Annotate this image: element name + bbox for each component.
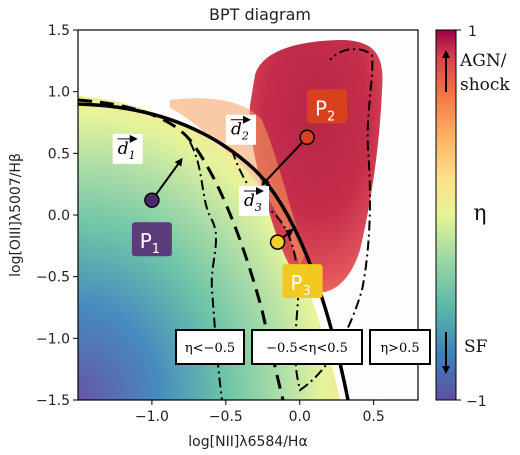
region-box-low: η<−0.5: [185, 341, 235, 356]
point-label: P3: [290, 271, 310, 299]
colorbar-gradient: [435, 29, 457, 401]
colorbar-label: η: [473, 201, 486, 226]
y-tick-label: 0.0: [48, 208, 70, 224]
colorbar-agn-line2: shock: [460, 75, 510, 95]
vector-d2: [261, 136, 308, 186]
point-p1: [144, 192, 160, 208]
colorbar-max: 1: [468, 24, 477, 40]
point-label: P2: [315, 96, 335, 124]
colorbar-agn-line1: AGN/: [459, 51, 507, 71]
point-label-bg: [307, 89, 348, 124]
x-tick-label: −0.5: [209, 409, 243, 425]
colorbar-min: −1: [466, 394, 487, 410]
vector-d1: [151, 157, 183, 201]
dash-dot-contour-agn: [231, 48, 374, 392]
colorbar-sf: SF: [464, 337, 488, 357]
point-p3: [269, 234, 286, 250]
point-label-bg: [282, 264, 323, 299]
x-tick-label: −1.0: [135, 409, 169, 425]
vector-label: d3: [244, 191, 262, 214]
x-axis-label: log[NII]λ6584/Hα: [188, 434, 307, 450]
region-box-mid: −0.5<η<0.5: [266, 341, 348, 356]
vector-label: d2: [231, 120, 249, 143]
y-tick-label: 0.5: [48, 146, 70, 162]
x-tick-label: 0.5: [363, 409, 385, 425]
region-legend: η<−0.5 −0.5<η<0.5 η>0.5: [175, 329, 431, 365]
y-axis-ticks: −1.5 −1.0 −0.5 0.0 0.5 1.0 1.5: [36, 23, 78, 409]
y-tick-label: −1.5: [36, 393, 70, 409]
point-label: P1: [140, 229, 160, 257]
x-axis-ticks: −1.0 −0.5 0.0 0.5: [135, 400, 385, 425]
y-axis-label: log[OIII]λ5007/Hβ: [8, 153, 24, 277]
example-points: P1 P2 P3: [131, 89, 348, 299]
kauffmann-line: [78, 98, 285, 400]
chart-title: BPT diagram: [209, 5, 311, 24]
y-tick-label: 1.0: [48, 85, 70, 101]
dash-dot-contour-sf: [189, 141, 223, 400]
y-tick-label: 1.5: [48, 23, 70, 39]
y-tick-label: −1.0: [36, 331, 70, 347]
region-box-high: η>0.5: [380, 341, 419, 356]
vector-label: d1: [118, 139, 136, 162]
distance-vectors: d1 d2 d3: [112, 114, 308, 243]
point-label-bg: [131, 222, 172, 257]
colorbar: 1 −1 η AGN/ shock SF: [435, 24, 510, 410]
point-p2: [299, 129, 315, 146]
y-tick-label: −0.5: [36, 270, 70, 286]
x-tick-label: 0.0: [289, 409, 311, 425]
